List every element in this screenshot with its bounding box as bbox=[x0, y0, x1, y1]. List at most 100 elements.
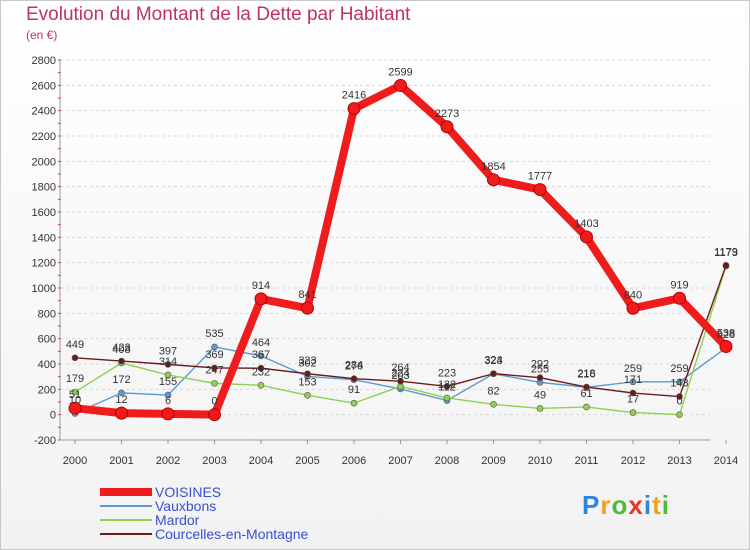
data-point bbox=[583, 383, 590, 391]
x-tick-label: 2003 bbox=[202, 455, 226, 467]
data-label: 179 bbox=[66, 373, 84, 385]
data-label: 2599 bbox=[388, 66, 412, 78]
data-label: 247 bbox=[205, 364, 223, 376]
data-point bbox=[487, 173, 500, 187]
x-tick-label: 2005 bbox=[295, 455, 319, 467]
y-tick-label: 200 bbox=[38, 384, 56, 396]
y-tick-label: 1000 bbox=[32, 283, 56, 295]
x-tick-label: 2008 bbox=[435, 455, 459, 467]
x-tick-label: 2013 bbox=[667, 455, 691, 467]
data-label: 397 bbox=[159, 345, 177, 357]
data-point bbox=[443, 394, 451, 402]
data-label: 323 bbox=[298, 355, 316, 367]
logo-letter: i bbox=[661, 490, 670, 520]
legend-swatch bbox=[100, 505, 152, 507]
data-label: 12 bbox=[115, 394, 127, 406]
chart-legend: VOISINES Vauxbons Mardor Courcelles-en-Mont… bbox=[100, 485, 400, 541]
data-point bbox=[211, 380, 218, 387]
data-label: 143 bbox=[670, 378, 688, 390]
legend-label: Mardor bbox=[155, 512, 200, 528]
legend-label: Vauxbons bbox=[155, 498, 217, 514]
data-label: 132 bbox=[438, 379, 456, 391]
data-point bbox=[211, 364, 218, 372]
data-label: 1173 bbox=[714, 247, 738, 259]
legend-swatch bbox=[100, 519, 152, 521]
data-point bbox=[71, 388, 79, 396]
data-point bbox=[304, 391, 311, 399]
data-label: 1403 bbox=[574, 218, 598, 230]
data-point bbox=[350, 375, 358, 382]
data-point bbox=[164, 371, 172, 379]
data-label: 216 bbox=[577, 368, 595, 380]
data-label: 255 bbox=[531, 363, 549, 375]
data-point bbox=[580, 230, 593, 244]
data-point bbox=[118, 357, 125, 365]
data-label: 218 bbox=[577, 368, 595, 380]
data-point bbox=[257, 364, 265, 372]
legend-swatch bbox=[100, 488, 152, 496]
data-label: 51 bbox=[69, 389, 81, 401]
data-point bbox=[304, 370, 311, 378]
data-point bbox=[490, 400, 497, 408]
data-label: 82 bbox=[487, 385, 499, 397]
data-point bbox=[583, 403, 590, 411]
data-label: 367 bbox=[252, 349, 270, 361]
data-label: 919 bbox=[670, 279, 688, 291]
legend-item: Courcelles-en-Montagne bbox=[100, 527, 400, 541]
data-point bbox=[164, 361, 172, 368]
data-label: 840 bbox=[624, 289, 642, 301]
logo-letter: i bbox=[643, 490, 653, 520]
y-tick-label: 2400 bbox=[32, 106, 56, 118]
data-label: 203 bbox=[391, 370, 409, 382]
x-tick-label: 2014 bbox=[714, 455, 738, 467]
data-point bbox=[626, 301, 640, 315]
data-point bbox=[443, 383, 451, 390]
data-point bbox=[115, 406, 128, 420]
data-point bbox=[440, 120, 454, 134]
data-label: 153 bbox=[298, 376, 316, 388]
x-tick-label: 2002 bbox=[156, 455, 180, 467]
data-label: 408 bbox=[112, 344, 130, 356]
data-point bbox=[533, 183, 547, 197]
data-point bbox=[164, 391, 172, 399]
x-tick-label: 2012 bbox=[621, 455, 645, 467]
y-tick-label: 1600 bbox=[32, 207, 56, 219]
data-point bbox=[719, 340, 733, 354]
x-tick-label: 2001 bbox=[109, 455, 133, 467]
legend-swatch bbox=[100, 533, 152, 535]
chart-title: Evolution du Montant de la Dette par Hab… bbox=[26, 4, 411, 25]
data-point bbox=[118, 389, 125, 397]
data-label: 49 bbox=[534, 389, 546, 401]
data-point bbox=[673, 291, 686, 305]
data-label: 464 bbox=[252, 337, 270, 349]
data-label: 0 bbox=[676, 396, 682, 408]
data-point bbox=[397, 377, 404, 385]
data-label: 112 bbox=[438, 381, 456, 393]
data-label: 2273 bbox=[435, 108, 459, 120]
data-label: 276 bbox=[345, 361, 363, 373]
y-tick-label: 600 bbox=[38, 334, 56, 346]
data-label: 6 bbox=[165, 395, 171, 407]
data-point bbox=[629, 378, 637, 386]
x-tick-label: 2007 bbox=[388, 455, 412, 467]
logo-letter: x bbox=[628, 490, 644, 520]
y-tick-label: 1800 bbox=[32, 182, 56, 194]
data-point bbox=[676, 411, 683, 418]
x-tick-label: 2011 bbox=[575, 455, 599, 467]
logo-letter: P bbox=[582, 490, 601, 520]
y-tick-label: 1400 bbox=[32, 232, 56, 244]
logo-letter: r bbox=[600, 490, 612, 520]
data-label: 224 bbox=[391, 367, 409, 379]
data-point bbox=[394, 78, 407, 92]
data-point bbox=[536, 405, 544, 412]
legend-label: Courcelles-en-Montagne bbox=[155, 526, 309, 542]
y-tick-label: 2000 bbox=[32, 156, 56, 168]
data-point bbox=[211, 343, 218, 351]
data-label: 528 bbox=[717, 329, 735, 341]
data-label: 259 bbox=[624, 363, 642, 375]
data-label: 264 bbox=[391, 362, 409, 374]
data-point bbox=[347, 102, 361, 116]
data-label: 302 bbox=[298, 357, 316, 369]
